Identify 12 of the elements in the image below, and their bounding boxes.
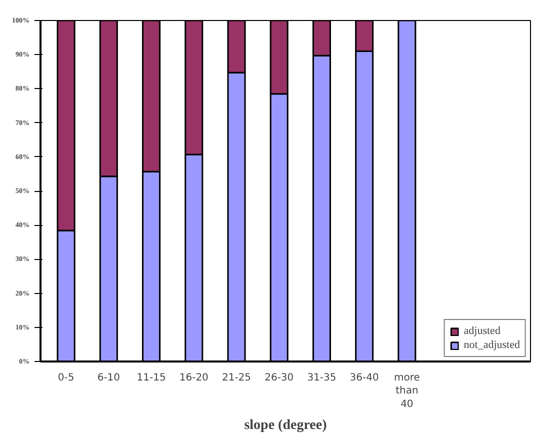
x-tick-label: 11-15 — [136, 372, 166, 384]
x-tick-label: 36-40 — [350, 372, 379, 384]
x-tick-label: 6-10 — [97, 372, 120, 384]
x-tick-label: 26-30 — [264, 372, 294, 384]
x-tick-label: 31-35 — [307, 372, 336, 384]
legend-label: not_adjusted — [464, 339, 520, 351]
x-tick-label: 0-5 — [58, 372, 74, 384]
x-tick-label: 21-25 — [222, 372, 252, 384]
legend-label: adjusted — [464, 325, 500, 337]
x-tick-label: more than 40 — [394, 372, 420, 410]
x-axis-title: slope (degree) — [244, 418, 328, 433]
x-tick-label: 16-20 — [179, 372, 208, 384]
